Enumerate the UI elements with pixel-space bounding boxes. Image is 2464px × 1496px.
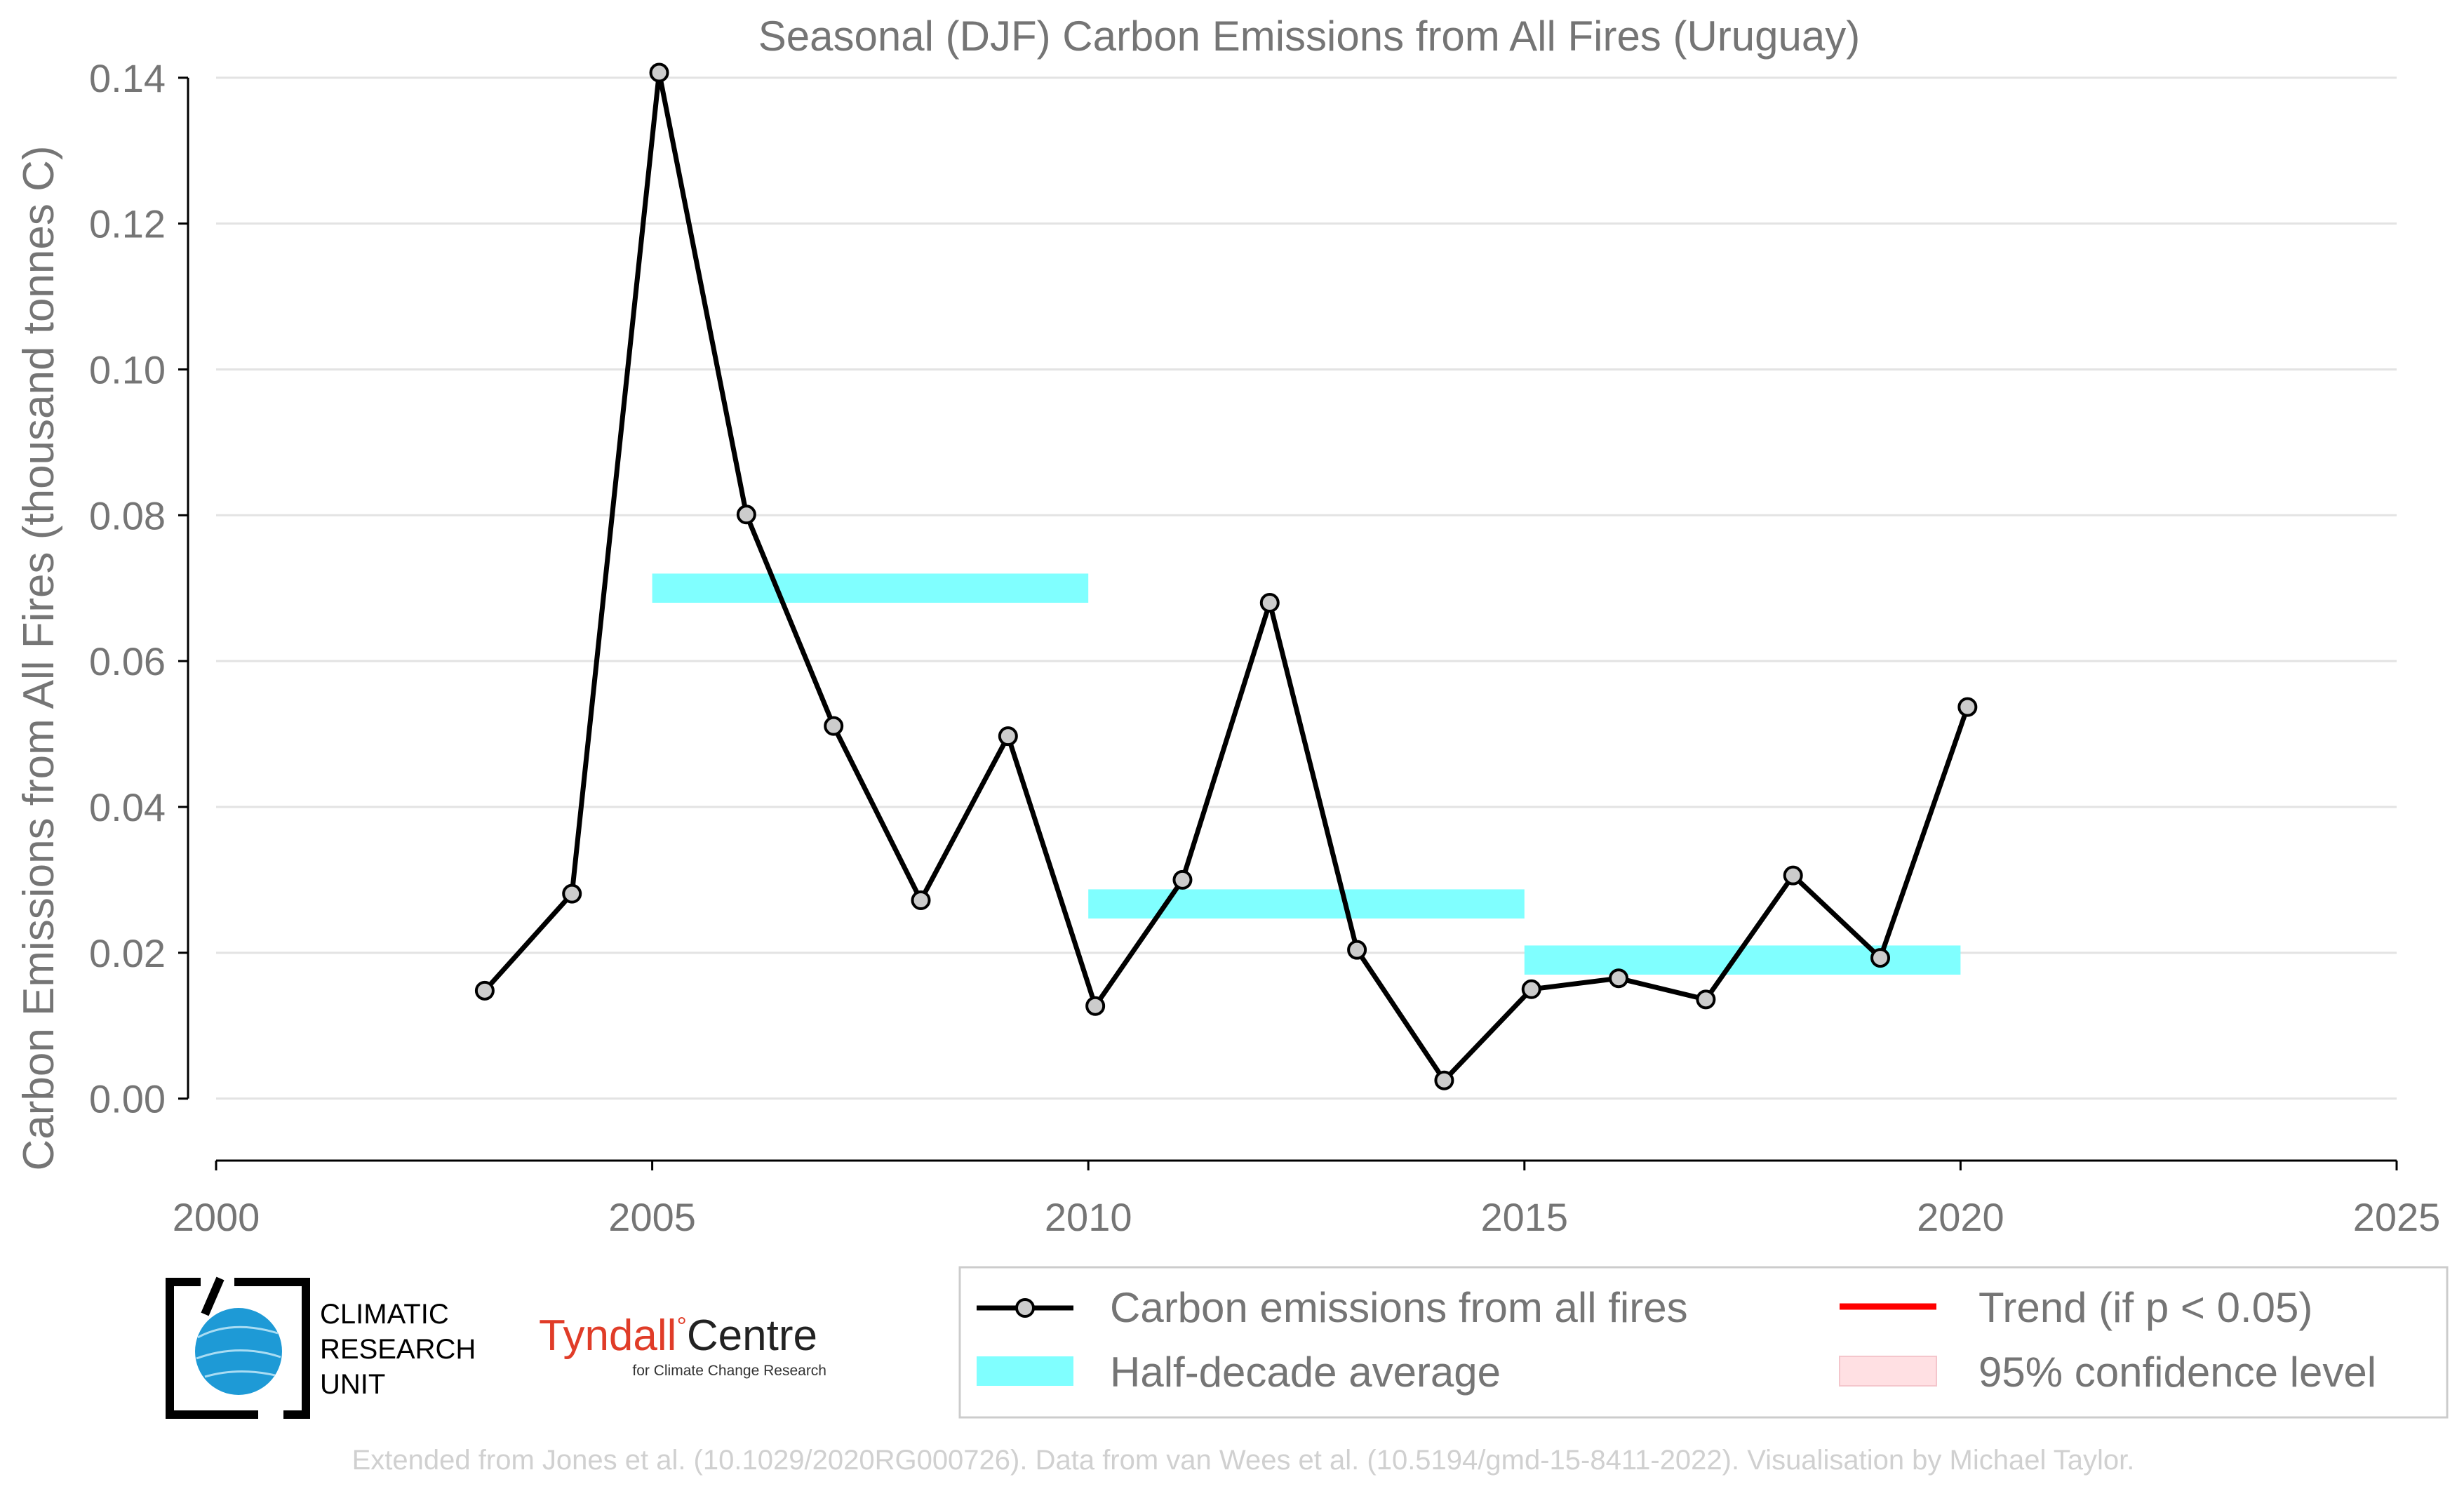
data-point-15: [1783, 865, 1803, 886]
legend-label-emissions: Carbon emissions from all fires: [1110, 1284, 1688, 1331]
cru-bracket-right: [234, 1278, 310, 1419]
tyndall-logo: Tyndall°Centre for Climate Change Resear…: [539, 1311, 826, 1379]
data-point-6: [998, 726, 1018, 747]
cru-slash: [201, 1276, 225, 1316]
y-tick-label-0: 0.00: [89, 1077, 166, 1121]
y-tick-label-2: 0.04: [89, 785, 166, 829]
cru-text-line-3: UNIT: [320, 1369, 385, 1400]
series-layer: [474, 62, 1978, 1090]
axes: 0.00 0.02 0.04 0.06 0.08 0.10 0.12 0.14 2000 2005…: [89, 56, 2440, 1239]
legend-label-confidence: 95% confidence level: [1978, 1349, 2376, 1396]
cru-logo: CLIMATIC RESEARCH UNIT: [166, 1276, 476, 1419]
data-point-3: [736, 505, 756, 525]
data-point-7: [1085, 996, 1106, 1016]
legend-label-trend: Trend (if p < 0.05): [1978, 1284, 2312, 1331]
grid-lines: [216, 76, 2397, 1100]
data-point-5: [911, 890, 931, 911]
half-decade-bar-0: [652, 573, 1089, 603]
y-tick-label-1: 0.02: [89, 931, 166, 975]
y-tick-label-7: 0.14: [89, 56, 166, 100]
data-point-17: [1957, 697, 1978, 717]
y-tick-label-5: 0.10: [89, 347, 166, 392]
data-point-1: [562, 883, 582, 904]
x-tick-label-3: 2015: [1481, 1195, 1569, 1239]
data-point-14: [1696, 989, 1716, 1010]
cru-bracket-left: [166, 1278, 258, 1419]
chart-title: Seasonal (DJF) Carbon Emissions from All…: [758, 13, 1860, 60]
y-tick-label-4: 0.08: [89, 493, 166, 537]
data-point-2: [649, 62, 669, 83]
data-point-16: [1870, 948, 1891, 968]
data-point-12: [1521, 979, 1541, 999]
series-line: [483, 70, 1970, 1083]
data-point-11: [1434, 1070, 1454, 1090]
legend-label-half-decade: Half-decade average: [1110, 1349, 1501, 1396]
data-point-10: [1347, 940, 1367, 960]
data-point-13: [1609, 968, 1629, 989]
y-axis-label: Carbon Emissions from All Fires (thousan…: [15, 145, 63, 1170]
credit-text: Extended from Jones et al. (10.1029/2020…: [352, 1445, 2135, 1476]
x-tick-label-4: 2020: [1917, 1195, 2004, 1239]
y-tick-label-3: 0.06: [89, 639, 166, 683]
data-point-0: [474, 980, 495, 1001]
y-tick-label-6: 0.12: [89, 202, 166, 246]
legend-half-decade-swatch: [977, 1356, 1073, 1386]
tyndall-wordmark: Tyndall°Centre: [539, 1311, 817, 1360]
data-point-4: [824, 716, 844, 736]
legend-marker-swatch: [1015, 1298, 1035, 1318]
half-decade-bar-1: [1088, 889, 1525, 919]
x-tick-label-1: 2005: [608, 1195, 696, 1239]
x-tick-label-2: 2010: [1045, 1195, 1132, 1239]
data-point-8: [1172, 869, 1193, 890]
x-tick-label-5: 2025: [2353, 1195, 2441, 1239]
legend-confidence-swatch: [1839, 1356, 1937, 1387]
data-point-9: [1259, 593, 1280, 613]
legend: Carbon emissions from all fires Trend (i…: [958, 1266, 2449, 1419]
tyndall-subtitle: for Climate Change Research: [632, 1363, 826, 1379]
x-tick-label-0: 2000: [173, 1195, 260, 1239]
globe-lines: [196, 1325, 281, 1378]
legend-frame: [958, 1266, 2449, 1419]
cru-text-line-1: CLIMATIC: [320, 1299, 449, 1330]
cru-text-line-2: RESEARCH: [320, 1334, 476, 1365]
